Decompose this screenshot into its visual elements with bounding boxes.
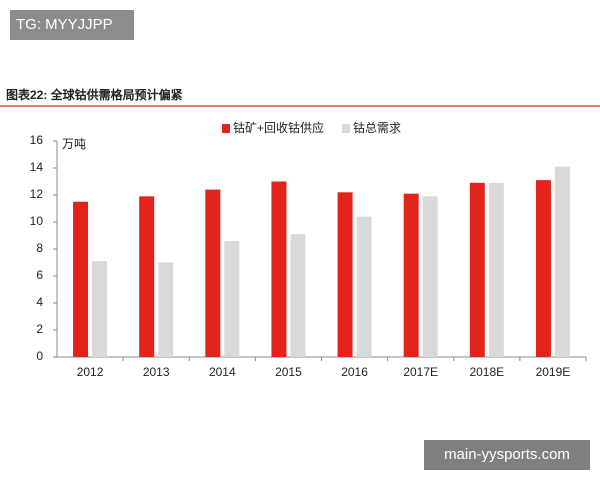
y-tick-label: 12 <box>30 187 44 201</box>
y-tick-label: 14 <box>30 160 44 174</box>
bar <box>224 240 240 357</box>
bar <box>205 189 221 357</box>
bar <box>554 166 570 357</box>
x-tick-label: 2016 <box>341 365 368 379</box>
x-tick-label: 2017E <box>403 365 438 379</box>
x-tick-label: 2012 <box>77 365 104 379</box>
y-tick-label: 4 <box>36 295 43 309</box>
bar <box>158 262 174 357</box>
bar <box>469 182 485 357</box>
x-tick-label: 2018E <box>469 365 504 379</box>
bar <box>271 181 287 357</box>
legend-label: 钴矿+回收钴供应 <box>233 120 324 135</box>
legend-swatch <box>222 124 230 133</box>
y-tick-label: 8 <box>36 241 43 255</box>
legend-swatch <box>342 124 350 133</box>
y-tick-label: 16 <box>30 133 44 147</box>
y-unit-label: 万吨 <box>62 137 86 151</box>
bar <box>290 234 306 357</box>
bar <box>535 180 551 357</box>
tag-label: TG: MYYJJPP <box>10 10 134 40</box>
x-tick-label: 2014 <box>209 365 236 379</box>
x-tick-label: 2015 <box>275 365 302 379</box>
x-tick-label: 2019E <box>536 365 571 379</box>
bar <box>92 261 108 357</box>
bar <box>356 216 372 357</box>
legend-label: 钴总需求 <box>353 120 401 135</box>
bar <box>139 196 155 357</box>
bar <box>488 182 504 357</box>
bar <box>337 192 353 357</box>
y-tick-label: 0 <box>36 349 43 363</box>
y-tick-label: 2 <box>36 322 43 336</box>
y-tick-label: 10 <box>30 214 44 228</box>
bar <box>422 196 438 357</box>
bar <box>403 193 419 357</box>
y-tick-label: 6 <box>36 268 43 282</box>
chart-title: 图表22: 全球钴供需格局预计偏紧 <box>6 87 183 102</box>
x-tick-label: 2013 <box>143 365 170 379</box>
bar <box>73 201 89 357</box>
footer-link[interactable]: main-yysports.com <box>424 440 590 470</box>
